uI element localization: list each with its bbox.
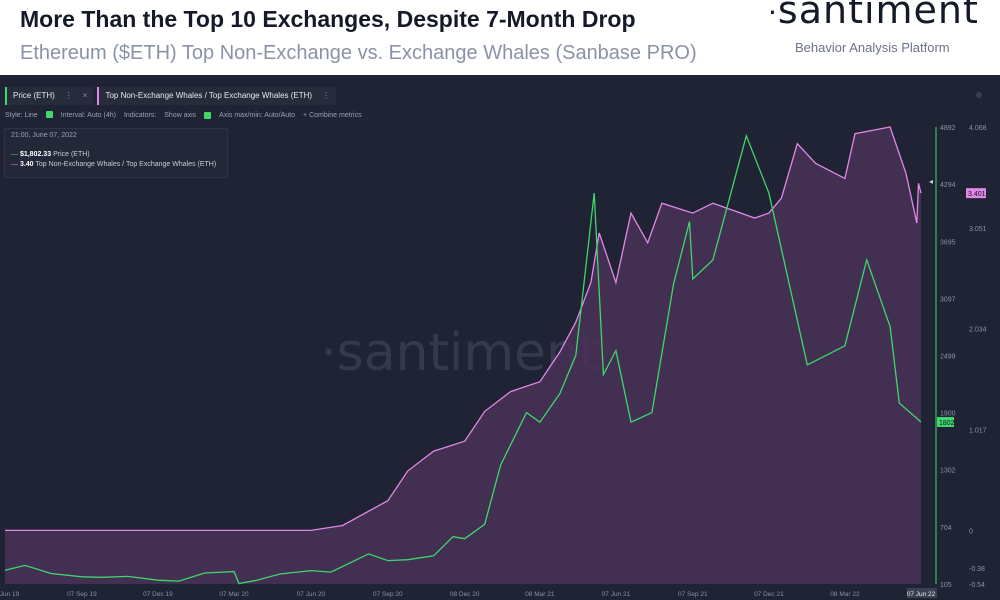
show-axis-label: Show axis xyxy=(164,112,197,119)
tooltip-price-label: Price (ETH) xyxy=(53,151,90,158)
page-title: More Than the Top 10 Exchanges, Despite … xyxy=(20,6,636,32)
chart-tooltip: 21:00, June 07, 2022 — $1,802.33 Price (… xyxy=(4,128,228,178)
metric-tabs: Price (ETH) ⋮ × Top Non-Exchange Whales … xyxy=(5,87,337,105)
show-axis-checkbox[interactable] xyxy=(204,112,212,119)
indicators-select[interactable]: Indicators: xyxy=(123,112,157,119)
style-select[interactable]: Style: Line xyxy=(5,112,38,119)
tab-whales-ratio-menu-icon[interactable]: ⋮ xyxy=(322,91,331,100)
tooltip-price-row: — $1,802.33 Price (ETH) xyxy=(11,151,90,158)
tab-price-label: Price (ETH) xyxy=(13,91,55,100)
color-swatch[interactable] xyxy=(45,111,53,120)
tagline: Behavior Analysis Platform xyxy=(795,40,950,55)
price-legend-icon: — xyxy=(11,151,18,158)
combine-metrics-button[interactable]: + Combine metrics xyxy=(303,112,362,119)
santiment-logo: ·santiment xyxy=(768,0,979,32)
options-dot-icon[interactable] xyxy=(976,92,982,98)
tab-price[interactable]: Price (ETH) ⋮ × xyxy=(5,87,94,105)
tab-price-close-icon[interactable]: × xyxy=(82,91,88,100)
tooltip-ratio-row: — 3.40 Top Non-Exchange Whales / Top Exc… xyxy=(11,161,216,168)
logo-text: santiment xyxy=(777,0,979,32)
logo-dot-icon: · xyxy=(768,0,778,29)
header: More Than the Top 10 Exchanges, Despite … xyxy=(0,0,1000,75)
tab-whales-ratio[interactable]: Top Non-Exchange Whales / Top Exchange W… xyxy=(97,87,337,105)
axis-maxmin-select[interactable]: Axis max/min: Auto/Auto xyxy=(219,112,296,119)
chart-toolbar: Style: Line Interval: Auto (4h) Indicato… xyxy=(5,111,362,120)
tooltip-ratio-value: 3.40 xyxy=(19,161,34,168)
tooltip-ratio-label: Top Non-Exchange Whales / Top Exchange W… xyxy=(35,161,217,168)
tooltip-date: 21:00, June 07, 2022 xyxy=(11,132,77,139)
tooltip-price-value: $1,802.33 xyxy=(19,151,52,158)
tab-whales-ratio-label: Top Non-Exchange Whales / Top Exchange W… xyxy=(105,91,313,100)
tab-price-menu-icon[interactable]: ⋮ xyxy=(64,91,73,100)
green-swatch-icon xyxy=(45,111,53,118)
interval-select[interactable]: Interval: Auto (4h) xyxy=(60,112,116,119)
page-subtitle: Ethereum ($ETH) Top Non-Exchange vs. Exc… xyxy=(20,42,697,64)
ratio-legend-icon: — xyxy=(11,161,18,168)
